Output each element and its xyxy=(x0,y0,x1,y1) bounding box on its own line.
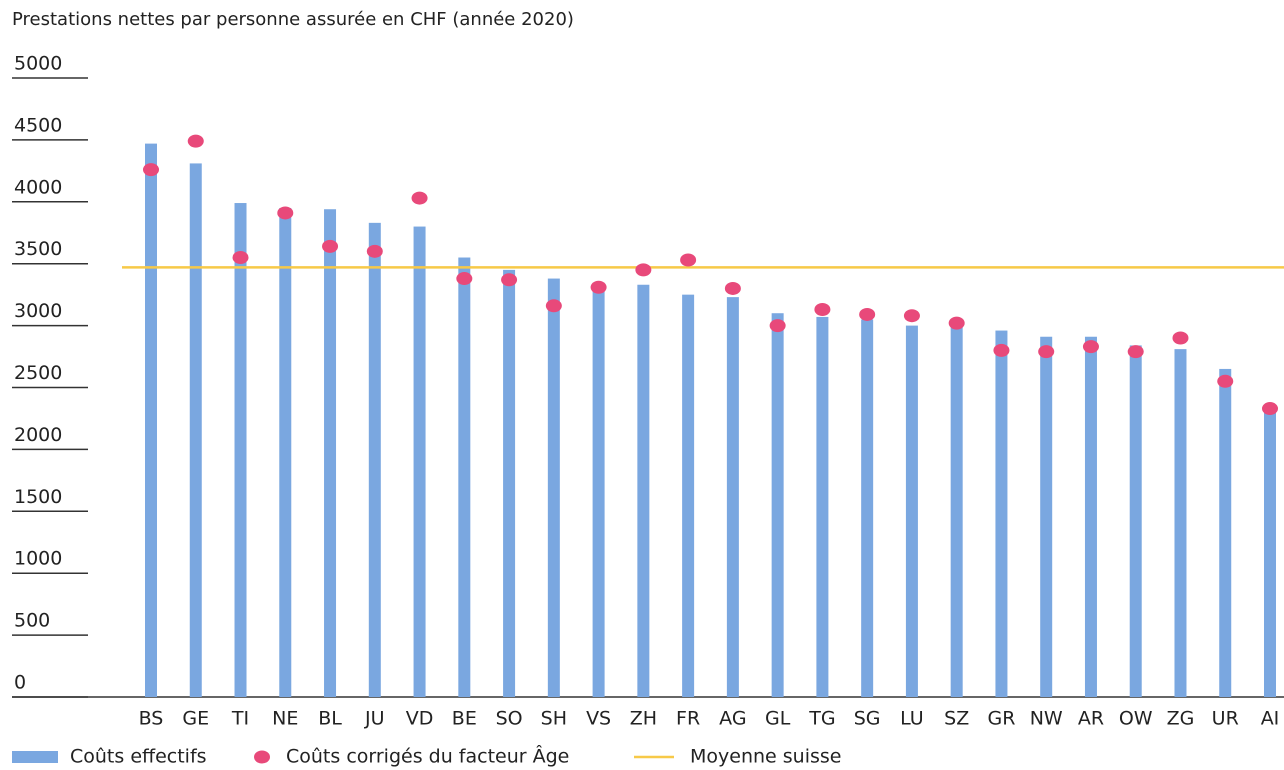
bar xyxy=(189,163,202,697)
x-tick-label: VS xyxy=(586,708,611,730)
y-tick-label: 2500 xyxy=(14,362,62,384)
bar xyxy=(279,207,292,698)
bar xyxy=(458,257,471,697)
bar xyxy=(1174,349,1187,697)
dot xyxy=(1127,345,1144,359)
dot xyxy=(1082,340,1099,354)
x-tick-label: SH xyxy=(541,708,567,730)
dot xyxy=(859,307,876,321)
bar xyxy=(1040,336,1053,697)
bar xyxy=(145,143,157,697)
dot xyxy=(501,273,518,287)
y-tick-label: 1000 xyxy=(14,548,62,570)
bar xyxy=(771,313,784,697)
legend-swatch xyxy=(254,750,270,764)
dot xyxy=(545,299,562,313)
bar xyxy=(324,209,337,697)
dot xyxy=(411,191,428,205)
bar xyxy=(234,203,247,697)
dot xyxy=(1262,402,1278,416)
x-tick-label: FR xyxy=(676,708,700,730)
dot xyxy=(680,253,697,267)
dot xyxy=(187,134,204,148)
x-tick-label: AR xyxy=(1078,708,1104,730)
dot xyxy=(948,316,965,330)
bar xyxy=(861,319,874,697)
dot xyxy=(769,319,786,333)
x-tick-label: NE xyxy=(272,708,298,730)
x-tick-label: TG xyxy=(808,708,835,730)
dot xyxy=(635,263,652,277)
x-tick-label: ZH xyxy=(630,708,657,730)
bar xyxy=(1084,336,1097,697)
x-tick-label: BS xyxy=(139,708,164,730)
dot xyxy=(277,206,294,220)
dot xyxy=(232,251,249,265)
y-tick-label: 1500 xyxy=(14,486,62,508)
bar xyxy=(368,222,381,697)
dot xyxy=(724,281,741,295)
dot xyxy=(1038,345,1055,359)
dot xyxy=(1217,374,1234,388)
x-tick-label: UR xyxy=(1212,708,1239,730)
x-tick-label: ZG xyxy=(1167,708,1195,730)
y-tick-label: 3000 xyxy=(14,300,62,322)
x-tick-label: TI xyxy=(231,708,249,730)
dot xyxy=(903,309,920,323)
bar xyxy=(592,284,605,697)
x-tick-label: BL xyxy=(318,708,342,730)
x-tick-label: SG xyxy=(854,708,881,730)
legend-label: Moyenne suisse xyxy=(690,746,841,768)
dot xyxy=(814,303,831,317)
x-tick-label: OW xyxy=(1119,708,1153,730)
bar xyxy=(547,278,560,697)
x-tick-label: BE xyxy=(452,708,477,730)
dot xyxy=(456,272,473,286)
bar xyxy=(1129,345,1142,697)
dot xyxy=(993,343,1010,357)
legend-swatch xyxy=(12,751,58,763)
bar xyxy=(503,269,516,697)
bar xyxy=(413,226,426,697)
dot xyxy=(143,163,159,177)
x-tick-label: LU xyxy=(900,708,924,730)
x-tick-label: GR xyxy=(987,708,1015,730)
x-tick-label: JU xyxy=(364,708,385,730)
bar xyxy=(995,330,1008,697)
legend-label: Coûts corrigés du facteur Âge xyxy=(286,745,569,768)
x-tick-label: NW xyxy=(1030,708,1063,730)
dot xyxy=(590,280,607,294)
y-tick-label: 2000 xyxy=(14,424,62,446)
bar xyxy=(682,294,695,697)
y-tick-label: 4000 xyxy=(14,176,62,198)
chart-title: Prestations nettes par personne assurée … xyxy=(12,9,574,30)
x-tick-label: AG xyxy=(719,708,746,730)
x-tick-label: SZ xyxy=(944,708,969,730)
dot xyxy=(322,239,339,253)
x-tick-label: AI xyxy=(1261,708,1280,730)
bar xyxy=(726,297,739,697)
y-tick-label: 5000 xyxy=(14,53,62,75)
bar xyxy=(905,325,918,697)
x-tick-label: GE xyxy=(182,708,209,730)
dot xyxy=(366,244,383,258)
y-tick-label: 3500 xyxy=(14,238,62,260)
bar xyxy=(1219,368,1232,697)
x-tick-label: GL xyxy=(765,708,791,730)
legend-label: Coûts effectifs xyxy=(70,746,207,768)
bar xyxy=(1264,408,1276,697)
y-tick-label: 500 xyxy=(14,610,50,632)
x-tick-label: VD xyxy=(406,708,434,730)
bar xyxy=(637,284,650,697)
y-tick-label: 0 xyxy=(14,672,26,694)
bar xyxy=(816,316,829,697)
x-tick-label: SO xyxy=(496,708,523,730)
bar xyxy=(950,325,963,697)
y-tick-label: 4500 xyxy=(14,114,62,136)
dot xyxy=(1172,331,1189,345)
